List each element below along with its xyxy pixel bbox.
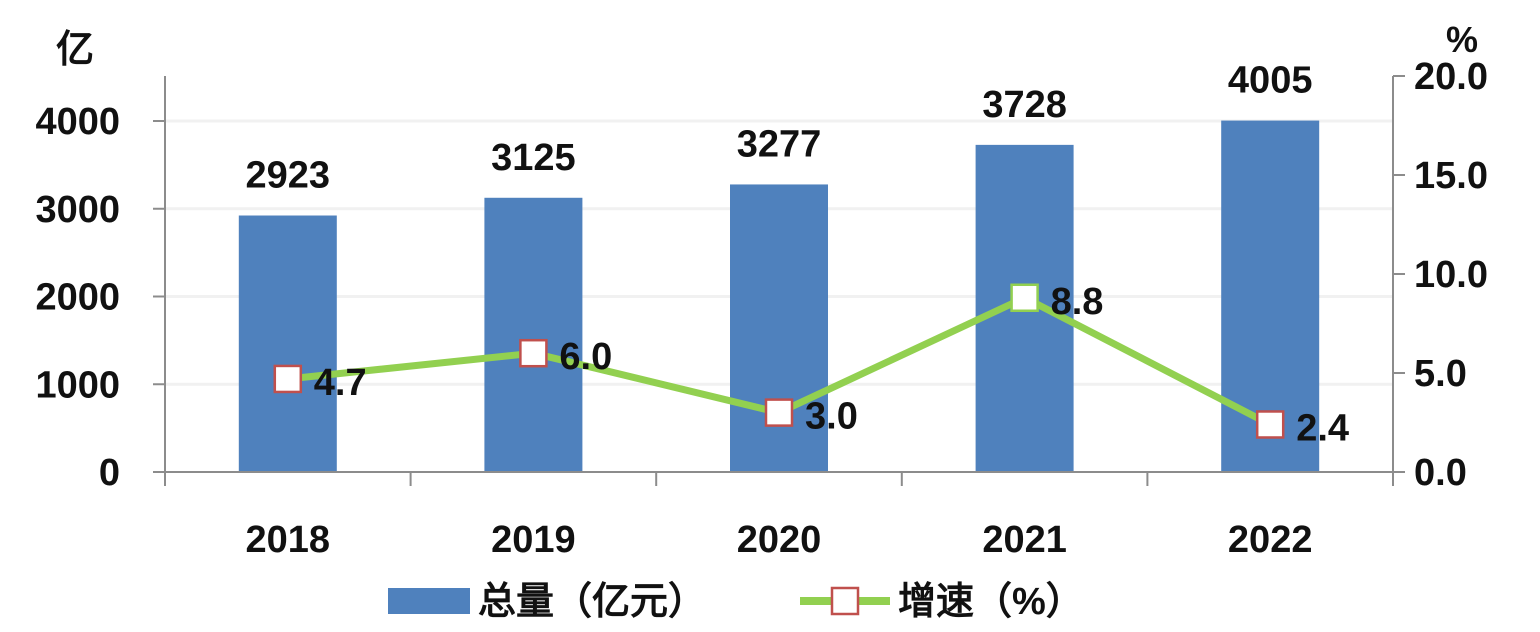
growth-value-label-2018: 4.7: [314, 362, 367, 404]
growth-marker-2022: [1255, 410, 1285, 439]
data-labels: 2923 3125 3277 3728 4005 4.7 6.0 3.0 8.8 2.4: [246, 60, 1350, 450]
bar-value-label-2019: 3125: [491, 137, 576, 179]
left-tick-label: 1000: [35, 364, 120, 406]
axes: 0 1000 2000 3000 4000 0.0 5.0 10.0 15.0 20.0 2018 2…: [35, 56, 1488, 561]
legend-label-total: 总量（亿元）: [478, 581, 706, 623]
bar-value-label-2018: 2923: [246, 155, 331, 197]
growth-line: [273, 283, 1285, 439]
growth-value-label-2022: 2.4: [1296, 407, 1349, 449]
x-tick-label-2018: 2018: [246, 519, 331, 561]
bar-2018: [238, 215, 337, 472]
growth-marker-2018: [273, 364, 303, 394]
x-tick-label-2021: 2021: [982, 519, 1067, 561]
growth-marker-2020: [764, 398, 794, 427]
x-tick-label-2020: 2020: [737, 519, 822, 561]
growth-value-label-2020: 3.0: [805, 396, 858, 438]
growth-marker-2019: [519, 338, 548, 368]
legend-swatch-total: [388, 588, 470, 614]
x-tick-label-2022: 2022: [1228, 519, 1313, 561]
growth-value-label-2019: 6.0: [559, 336, 612, 378]
legend: 总量（亿元） 增速（%）: [388, 581, 1084, 623]
bars: [238, 120, 1320, 473]
legend-label-growth: 增速（%）: [898, 581, 1084, 623]
right-tick-label: 10.0: [1414, 254, 1488, 296]
right-tick-label: 20.0: [1414, 56, 1488, 98]
growth-marker-2021: [1010, 283, 1039, 313]
right-axis-unit: %: [1446, 19, 1478, 60]
x-tick-label-2019: 2019: [491, 519, 576, 561]
right-tick-label: 15.0: [1414, 155, 1488, 197]
left-axis-unit: 亿: [56, 29, 94, 71]
right-tick-label: 5.0: [1414, 353, 1467, 395]
growth-value-label-2021: 8.8: [1051, 281, 1104, 323]
left-tick-label: 4000: [35, 101, 120, 143]
bar-value-label-2020: 3277: [737, 123, 822, 165]
right-tick-label: 0.0: [1414, 452, 1467, 494]
bar-2019: [484, 197, 583, 472]
bar-value-label-2021: 3728: [982, 84, 1067, 126]
legend-swatch-growth-marker: [830, 586, 860, 616]
left-tick-label: 0: [99, 452, 120, 494]
left-tick-label: 3000: [35, 189, 120, 231]
bar-value-label-2022: 4005: [1228, 60, 1313, 102]
left-tick-label: 2000: [35, 277, 120, 319]
